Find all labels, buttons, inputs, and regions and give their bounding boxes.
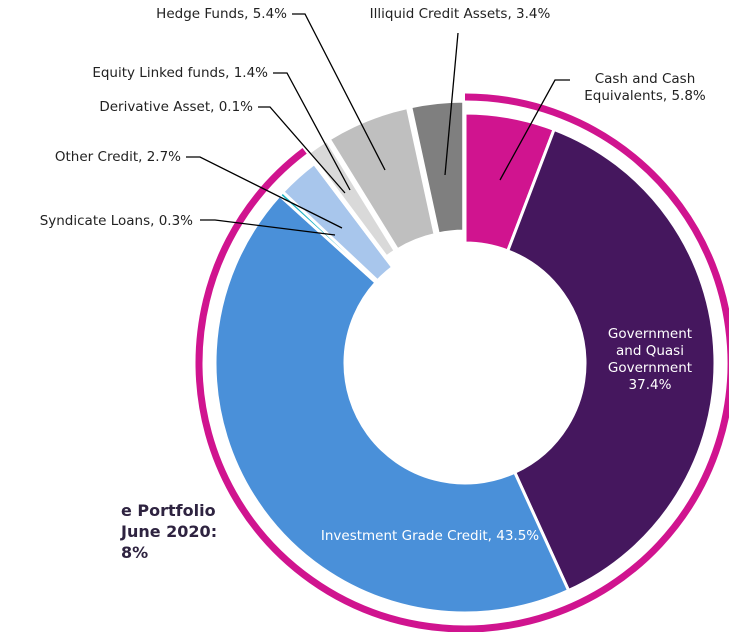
slice-label: Equity Linked funds, 1.4% xyxy=(92,65,268,81)
slice xyxy=(306,138,398,259)
slice-label: Investment Grade Credit, 43.5% xyxy=(320,528,540,544)
leader-line xyxy=(292,13,386,171)
slice-label: Government and Quasi Government 37.4% xyxy=(607,326,693,393)
slice-label: Illiquid Credit Assets, 3.4% xyxy=(369,6,551,22)
slice-label: Derivative Asset, 0.1% xyxy=(99,99,253,115)
core-ring xyxy=(195,93,729,632)
slice xyxy=(408,99,466,236)
slice-label: Other Credit, 2.7% xyxy=(54,149,181,165)
slice xyxy=(327,105,437,252)
slice xyxy=(280,161,395,283)
slice-label: Cash and Cash Equivalents, 5.8% xyxy=(584,71,706,104)
leader-line xyxy=(200,219,336,236)
leader-line xyxy=(273,72,351,191)
leader-line xyxy=(258,106,346,194)
leader-line xyxy=(186,156,343,229)
leader-line xyxy=(444,32,459,176)
leader-line xyxy=(499,79,570,181)
chart-title: e Portfolio June 2020: 8% xyxy=(121,500,217,563)
title-line: June 2020: xyxy=(121,522,218,541)
slice-label: Hedge Funds, 5.4% xyxy=(156,6,287,22)
title-line: e Portfolio xyxy=(121,501,216,520)
slice xyxy=(213,193,571,615)
slice-label: Syndicate Loans, 0.3% xyxy=(39,213,193,229)
title-line: 8% xyxy=(121,543,149,562)
slice xyxy=(505,127,717,593)
